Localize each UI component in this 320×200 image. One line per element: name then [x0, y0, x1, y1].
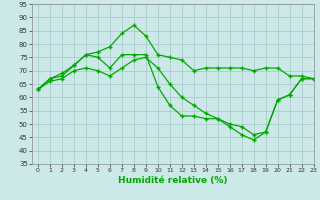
X-axis label: Humidité relative (%): Humidité relative (%)	[118, 176, 228, 185]
